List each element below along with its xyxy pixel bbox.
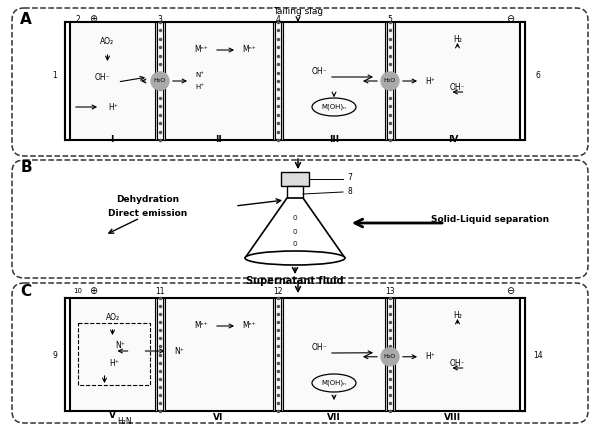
Text: 4: 4 (275, 15, 280, 24)
Text: Mⁿ⁺: Mⁿ⁺ (242, 45, 256, 54)
Bar (287, 186, 303, 198)
Text: Supernatant fluid: Supernatant fluid (246, 276, 344, 286)
Bar (520, 22, 525, 140)
Text: VII: VII (327, 414, 341, 423)
Bar (385, 22, 387, 140)
Text: III: III (329, 136, 339, 145)
Text: OH⁻: OH⁻ (449, 82, 466, 91)
Text: Mⁿ⁺: Mⁿ⁺ (194, 45, 208, 54)
Bar (65, 22, 70, 140)
Text: 8: 8 (347, 187, 352, 196)
Circle shape (151, 72, 169, 90)
FancyBboxPatch shape (12, 8, 588, 156)
Text: ⊕: ⊕ (89, 286, 97, 296)
Text: AO₂: AO₂ (100, 37, 115, 46)
FancyBboxPatch shape (12, 160, 588, 278)
Text: ⊖: ⊖ (506, 14, 514, 24)
Circle shape (381, 348, 399, 366)
Text: H⁺: H⁺ (108, 103, 118, 112)
Text: C: C (20, 284, 32, 299)
Text: Mⁿ⁺: Mⁿ⁺ (194, 321, 208, 330)
Text: ⊕: ⊕ (89, 14, 97, 24)
Text: 1: 1 (53, 70, 58, 79)
Text: 2: 2 (76, 15, 80, 24)
Bar (281, 22, 283, 140)
Text: H₂N: H₂N (118, 417, 133, 426)
Bar (155, 298, 157, 411)
Text: Solid-Liquid separation: Solid-Liquid separation (431, 215, 549, 224)
Text: M(OH)ₙ: M(OH)ₙ (322, 104, 346, 110)
Text: OH⁻: OH⁻ (311, 67, 327, 76)
Text: ⊖: ⊖ (506, 286, 514, 296)
Text: VIII: VIII (445, 414, 461, 423)
Text: 14: 14 (533, 350, 543, 360)
Polygon shape (245, 198, 345, 258)
Text: B: B (20, 160, 32, 175)
Text: Dehydration: Dehydration (116, 196, 179, 205)
Text: 5: 5 (388, 15, 392, 24)
Text: II: II (215, 136, 221, 145)
Bar (281, 298, 283, 411)
Bar (155, 22, 157, 140)
Text: o: o (293, 214, 298, 223)
Text: IV: IV (448, 136, 458, 145)
Text: H⁺: H⁺ (110, 359, 119, 368)
Text: Mⁿ⁺: Mⁿ⁺ (242, 321, 256, 330)
Text: 3: 3 (158, 15, 163, 24)
Text: Direct emission: Direct emission (109, 209, 188, 218)
Text: 9: 9 (53, 350, 58, 360)
Bar (281, 172, 309, 186)
Text: OH⁻: OH⁻ (95, 73, 110, 82)
Text: M(OH)ₙ: M(OH)ₙ (322, 380, 346, 386)
Bar (65, 298, 70, 411)
FancyBboxPatch shape (12, 283, 588, 423)
Ellipse shape (245, 251, 345, 265)
Text: A: A (20, 12, 32, 27)
Text: AO₂: AO₂ (106, 314, 119, 323)
Bar (65, 22, 525, 140)
Text: OH⁻: OH⁻ (311, 344, 327, 353)
Text: o: o (293, 239, 298, 248)
Text: VI: VI (213, 414, 223, 423)
Circle shape (381, 72, 399, 90)
Text: N⁺: N⁺ (116, 341, 125, 350)
Bar (273, 298, 275, 411)
Text: o: o (293, 227, 298, 236)
Text: 13: 13 (385, 287, 395, 296)
Bar (385, 298, 387, 411)
Text: OH⁻: OH⁻ (449, 359, 466, 368)
Bar (393, 298, 395, 411)
Bar (163, 22, 165, 140)
Text: N⁺: N⁺ (175, 347, 184, 356)
Text: N⁺: N⁺ (196, 72, 205, 78)
Text: 7: 7 (347, 172, 352, 181)
Text: 6: 6 (536, 70, 541, 79)
Text: 11: 11 (155, 287, 165, 296)
Bar (65, 298, 525, 411)
Text: Tailing slag: Tailing slag (273, 6, 323, 15)
Text: H⁺: H⁺ (425, 352, 435, 361)
Text: H⁺: H⁺ (196, 84, 205, 90)
Text: I: I (110, 136, 113, 145)
Text: H₂: H₂ (453, 311, 462, 320)
Bar (163, 298, 165, 411)
Text: H₂O: H₂O (384, 354, 396, 359)
Text: H⁺: H⁺ (425, 76, 435, 85)
Text: H₂: H₂ (453, 36, 462, 45)
Bar (520, 298, 525, 411)
Text: H₂O: H₂O (384, 79, 396, 84)
Bar (393, 22, 395, 140)
Bar (78, 323, 150, 385)
Text: H₂O: H₂O (154, 79, 166, 84)
Bar (273, 22, 275, 140)
Text: 10: 10 (74, 288, 83, 294)
Text: 12: 12 (273, 287, 283, 296)
Text: V: V (109, 411, 115, 420)
